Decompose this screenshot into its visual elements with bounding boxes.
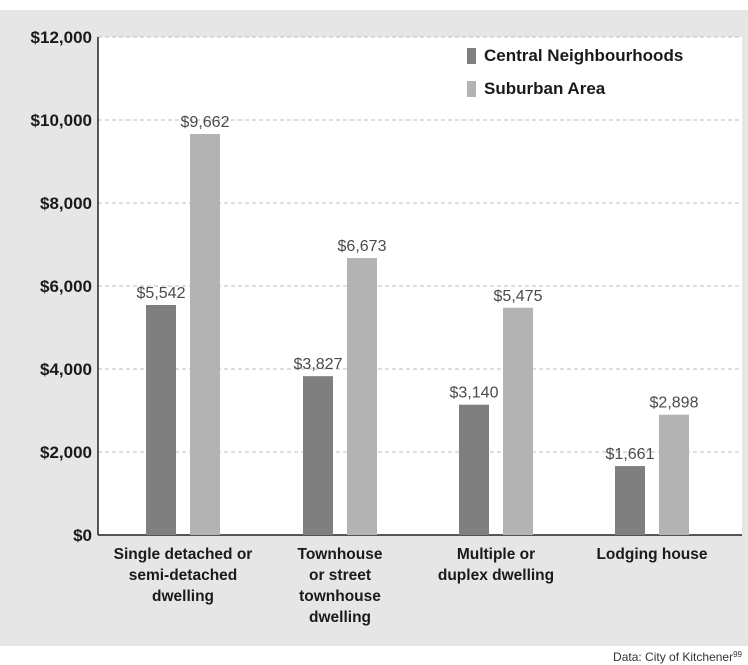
bar-central bbox=[146, 305, 176, 535]
legend-swatch bbox=[467, 48, 476, 64]
bar-central bbox=[303, 376, 333, 535]
x-category-label-line: dwelling bbox=[309, 609, 371, 626]
bar-suburban bbox=[503, 307, 533, 535]
data-label: $5,542 bbox=[137, 285, 186, 302]
bar-central bbox=[459, 404, 489, 535]
bar-central bbox=[615, 466, 645, 535]
data-label: $5,475 bbox=[494, 288, 543, 305]
x-category-label-line: or street bbox=[309, 567, 371, 584]
x-category-label-line: Townhouse bbox=[298, 546, 383, 563]
data-label: $1,661 bbox=[606, 446, 655, 463]
source-note: Data: City of Kitchener99 bbox=[613, 647, 742, 665]
data-label: $3,140 bbox=[450, 385, 499, 402]
x-category-label-line: duplex dwelling bbox=[438, 567, 554, 584]
y-tick-label: $2,000 bbox=[40, 443, 92, 462]
source-text: Data: City of Kitchener bbox=[613, 650, 734, 664]
chart-panel: $0 $2,000 $4,000 $6,000 $8,000 $10,000 $12,000… bbox=[0, 10, 748, 646]
bar-suburban bbox=[659, 414, 689, 535]
y-tick-label: $8,000 bbox=[40, 194, 92, 213]
source-ref: 99 bbox=[733, 650, 742, 659]
y-tick-label: $6,000 bbox=[40, 277, 92, 296]
legend-label: Central Neighbourhoods bbox=[484, 46, 683, 65]
x-category-label: Townhouse or street townhouse dwelling bbox=[298, 546, 383, 626]
data-label: $2,898 bbox=[650, 395, 699, 412]
bar-suburban bbox=[190, 134, 220, 535]
x-category-label: Multiple or duplex dwelling bbox=[438, 546, 554, 584]
data-label: $3,827 bbox=[294, 356, 343, 373]
x-category-label-line: Lodging house bbox=[596, 546, 707, 563]
y-tick-label: $12,000 bbox=[31, 28, 92, 47]
data-label: $9,662 bbox=[181, 114, 230, 131]
x-category-label-line: dwelling bbox=[152, 588, 214, 605]
legend-swatch bbox=[467, 81, 476, 97]
bar-chart: $0 $2,000 $4,000 $6,000 $8,000 $10,000 $12,000… bbox=[31, 28, 742, 626]
y-tick-label: $4,000 bbox=[40, 360, 92, 379]
data-label: $6,673 bbox=[338, 238, 387, 255]
x-category-label-line: Single detached or bbox=[114, 546, 253, 563]
x-category-label-line: Multiple or bbox=[457, 546, 535, 563]
legend-label: Suburban Area bbox=[484, 79, 606, 98]
x-category-label-line: townhouse bbox=[299, 588, 381, 605]
bar-suburban bbox=[347, 258, 377, 535]
x-category-label: Single detached or semi-detached dwelling bbox=[114, 546, 253, 605]
x-category-label: Lodging house bbox=[596, 546, 707, 563]
x-category-label-line: semi-detached bbox=[129, 567, 238, 584]
y-tick-label: $10,000 bbox=[31, 111, 92, 130]
y-tick-label: $0 bbox=[73, 526, 92, 545]
